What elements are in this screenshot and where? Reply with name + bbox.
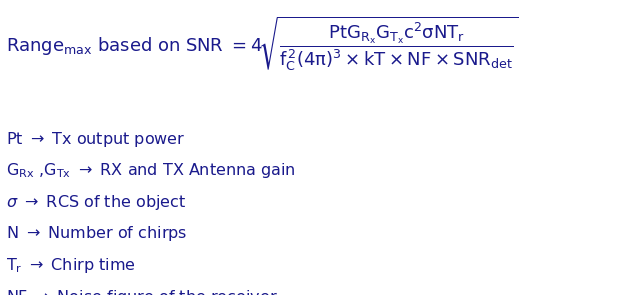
Text: Pt $\rightarrow$ Tx output power: Pt $\rightarrow$ Tx output power [6, 130, 186, 149]
Text: $\mathrm{Range_{max}}$ based on SNR $= 4\!\sqrt{\dfrac{\mathrm{PtG_{R_x}G_{T_x}c: $\mathrm{Range_{max}}$ based on SNR $= 4… [6, 15, 518, 73]
Text: T$_{\rm r}$ $\rightarrow$ Chirp time: T$_{\rm r}$ $\rightarrow$ Chirp time [6, 256, 136, 275]
Text: N $\rightarrow$ Number of chirps: N $\rightarrow$ Number of chirps [6, 224, 188, 243]
Text: NF $\rightarrow$ Noise figure of the receiver: NF $\rightarrow$ Noise figure of the rec… [6, 288, 278, 295]
Text: G$_{\rm Rx}$ ,G$_{\rm Tx}$ $\rightarrow$ RX and TX Antenna gain: G$_{\rm Rx}$ ,G$_{\rm Tx}$ $\rightarrow$… [6, 161, 296, 180]
Text: $\sigma$ $\rightarrow$ RCS of the object: $\sigma$ $\rightarrow$ RCS of the object [6, 193, 187, 212]
